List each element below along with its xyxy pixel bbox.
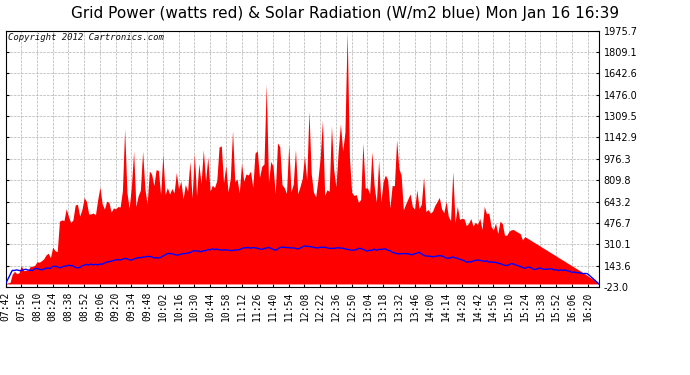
Text: Grid Power (watts red) & Solar Radiation (W/m2 blue) Mon Jan 16 16:39: Grid Power (watts red) & Solar Radiation… [71, 6, 619, 21]
Text: Copyright 2012 Cartronics.com: Copyright 2012 Cartronics.com [8, 33, 164, 42]
